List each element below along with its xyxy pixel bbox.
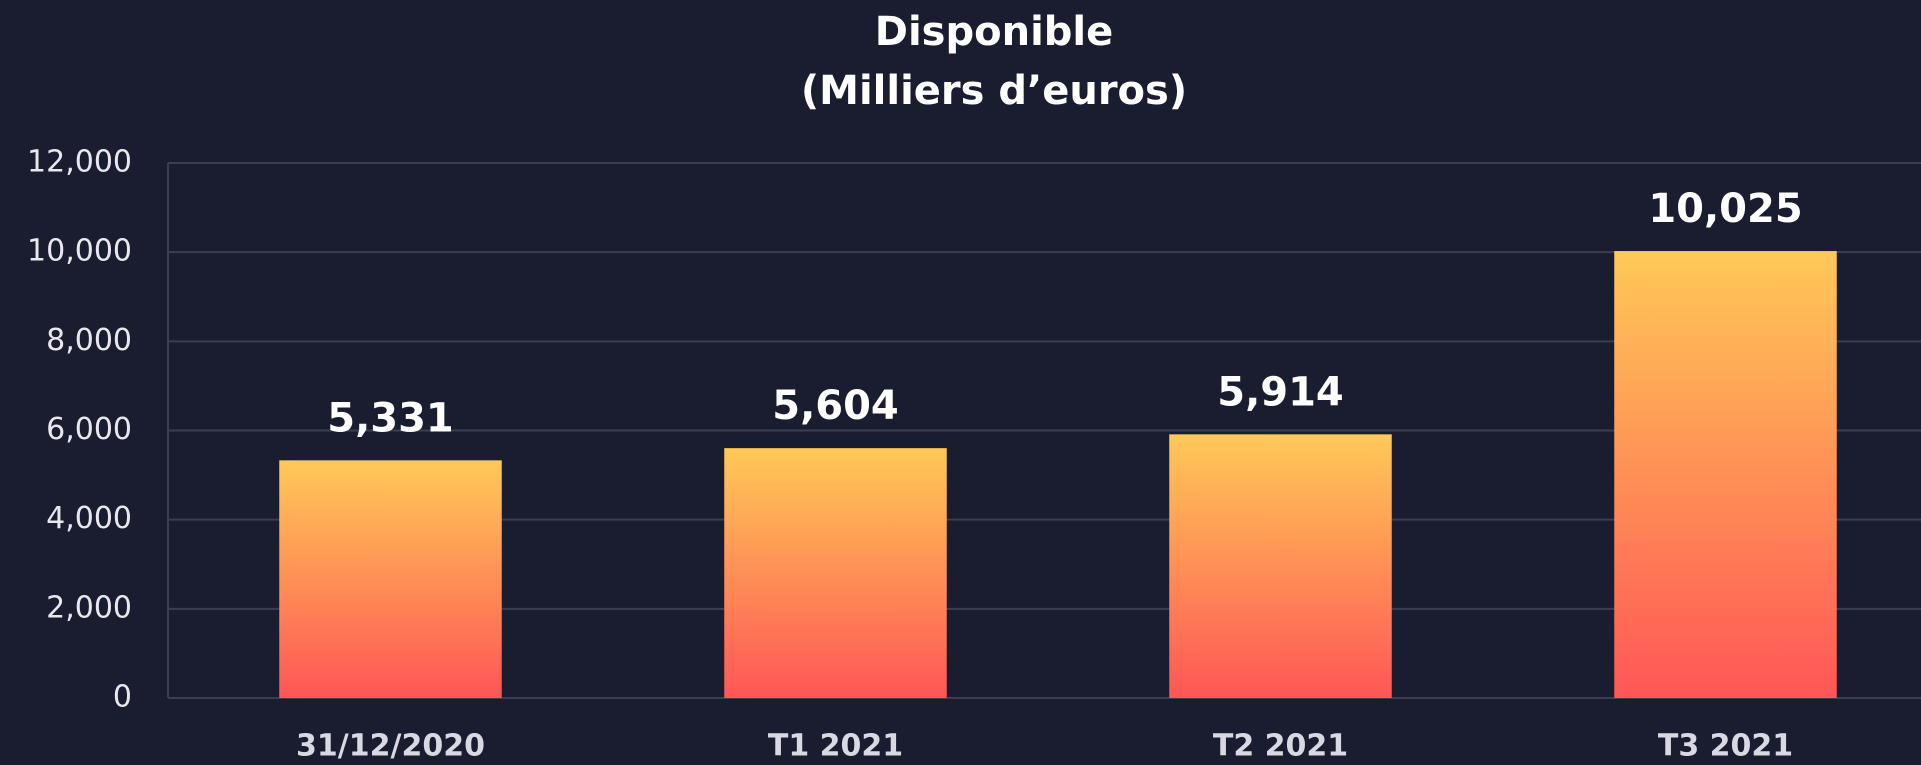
value-label: 5,914: [1217, 369, 1344, 415]
y-tick-label: 0: [113, 680, 132, 715]
x-tick-label: 31/12/2020: [296, 729, 485, 764]
chart-title: Disponible: [875, 9, 1114, 55]
y-tick-label: 10,000: [27, 234, 132, 269]
y-tick-label: 4,000: [46, 501, 132, 536]
x-tick-label: T2 2021: [1213, 729, 1348, 764]
value-label: 5,604: [772, 383, 899, 429]
value-label: 5,331: [327, 395, 454, 441]
y-tick-label: 2,000: [46, 590, 132, 625]
value-label: 10,025: [1648, 186, 1802, 232]
bar: [1614, 251, 1837, 699]
chart-subtitle: (Milliers d’euros): [801, 68, 1187, 114]
y-tick-label: 12,000: [27, 145, 132, 180]
bar: [724, 448, 947, 698]
bar: [1169, 434, 1392, 698]
x-tick-label: T3 2021: [1658, 729, 1793, 764]
x-tick-label: T1 2021: [768, 729, 903, 764]
y-tick-label: 8,000: [46, 323, 132, 358]
y-tick-label: 6,000: [46, 412, 132, 447]
bar: [279, 460, 502, 698]
